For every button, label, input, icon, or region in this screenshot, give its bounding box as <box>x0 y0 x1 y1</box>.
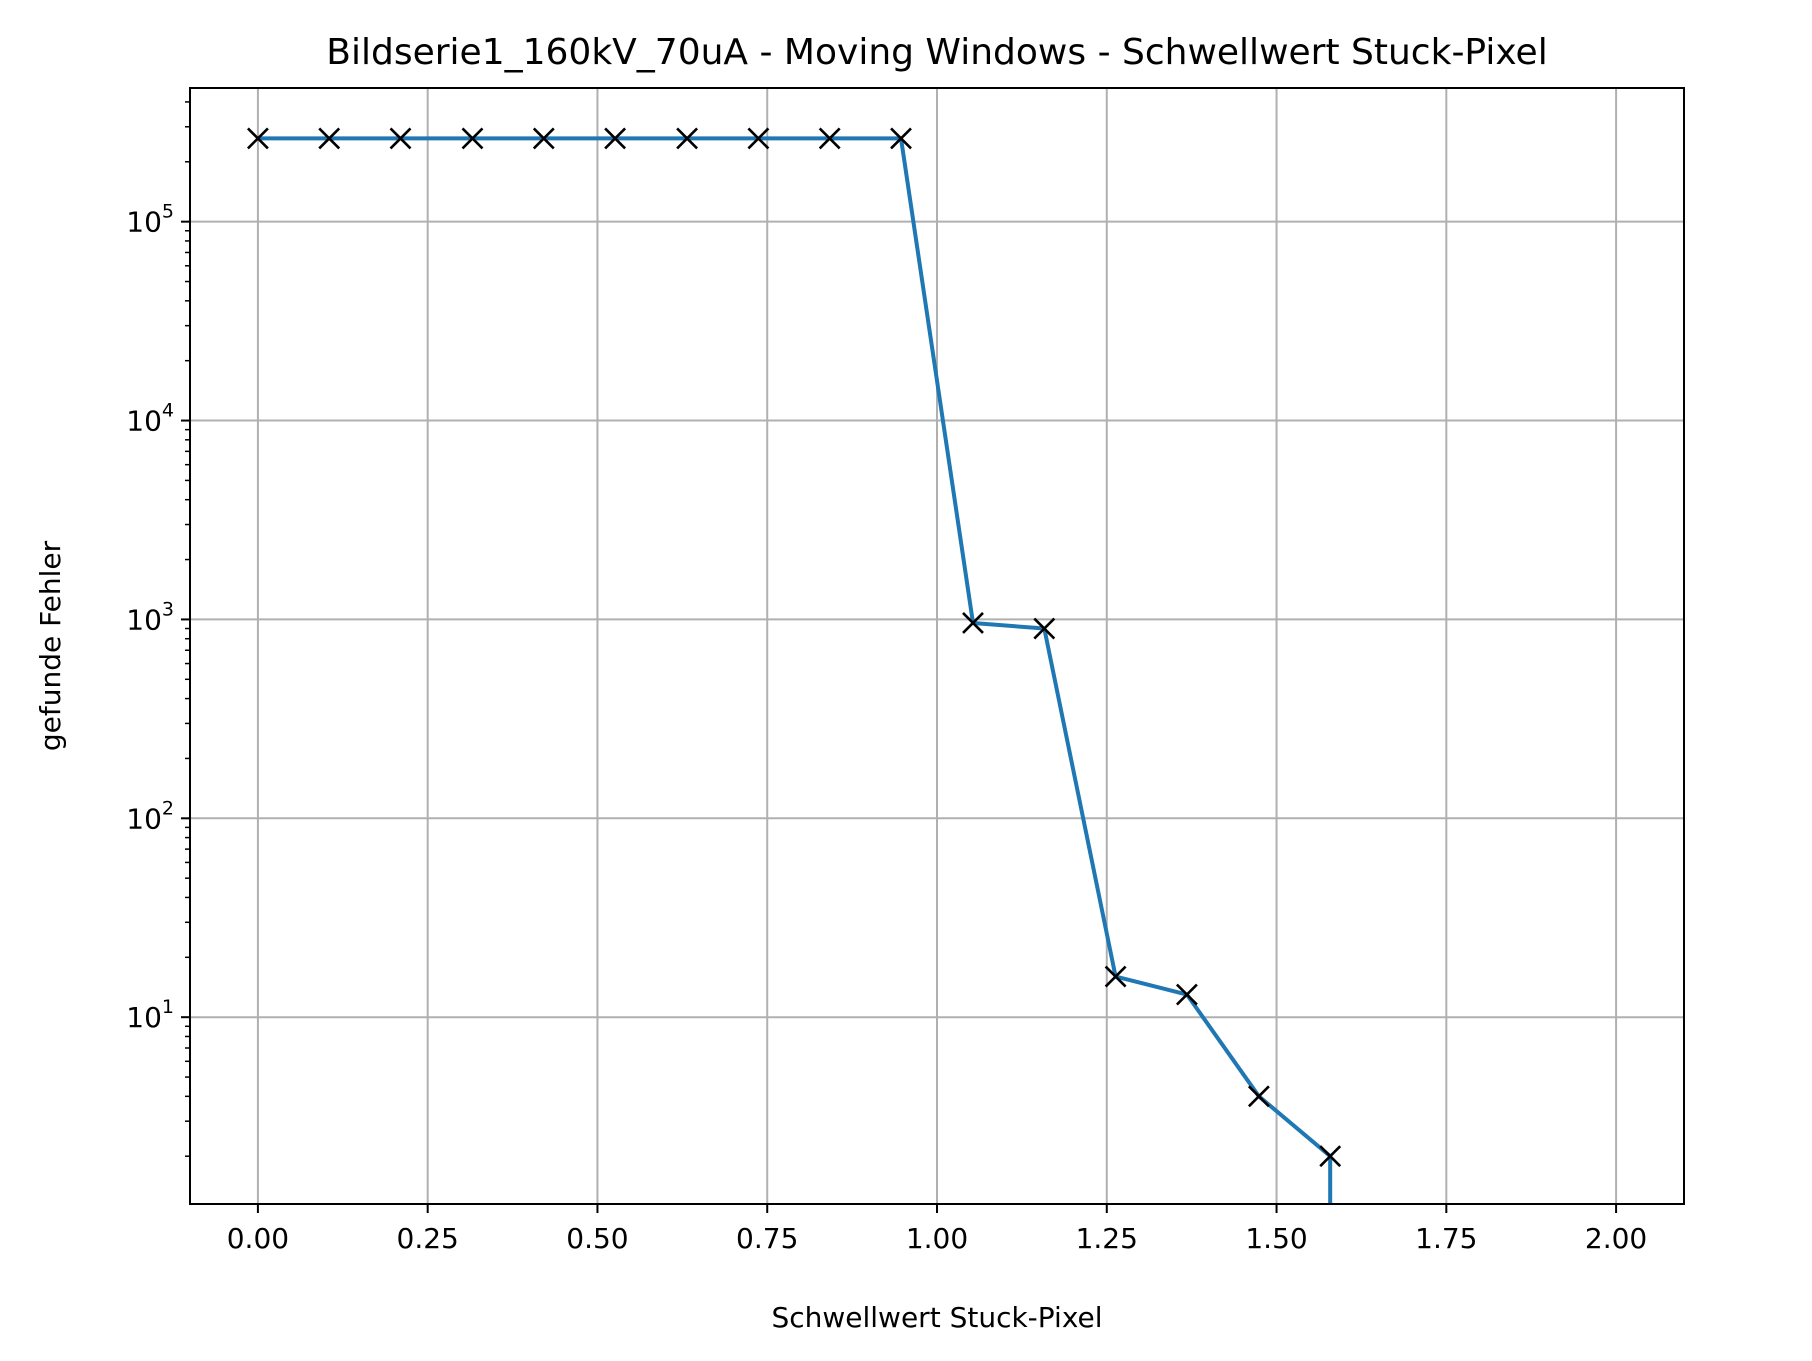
marker-stroke <box>461 127 484 150</box>
x-tick-label: 2.00 <box>1585 1222 1647 1255</box>
data-point-marker <box>1033 617 1056 640</box>
marker-stroke <box>1175 983 1198 1006</box>
data-point-marker <box>962 612 984 634</box>
data-point-marker <box>461 127 484 150</box>
data-point-marker <box>246 127 269 150</box>
marker-stroke <box>1033 617 1056 640</box>
grid <box>190 88 1684 1204</box>
data-point-marker <box>532 127 555 150</box>
marker-stroke <box>1247 1085 1270 1108</box>
x-tick-label: 1.75 <box>1415 1222 1477 1255</box>
plot-frame <box>189 87 1685 1205</box>
marker-stroke <box>389 127 412 150</box>
marker-stroke <box>676 127 699 150</box>
x-axis-label: Schwellwert Stuck-Pixel <box>771 1301 1102 1334</box>
x-tick-label: 1.25 <box>1076 1222 1138 1255</box>
y-tick-label: 105 <box>126 201 174 239</box>
x-tick-label: 1.00 <box>906 1222 968 1255</box>
y-ticks: 101 102 103 104 105 <box>126 201 190 1034</box>
data-point-marker <box>676 127 699 150</box>
marker-stroke <box>747 127 770 150</box>
marker-stroke <box>604 127 627 150</box>
marker-stroke <box>1319 1145 1342 1168</box>
y-tick-label: 104 <box>126 400 174 438</box>
chart-title: Bildserie1_160kV_70uA - Moving Windows -… <box>326 32 1547 73</box>
x-tick-label: 0.25 <box>397 1222 459 1255</box>
marker-stroke <box>962 612 984 634</box>
y-axis-label: gefunde Fehler <box>34 540 67 751</box>
x-tick-label: 0.00 <box>227 1222 289 1255</box>
x-tick-label: 1.50 <box>1245 1222 1307 1255</box>
marker-stroke <box>532 127 555 150</box>
data-point-marker <box>604 127 627 150</box>
data-point-marker <box>1104 965 1127 988</box>
y-tick-label: 103 <box>126 598 174 636</box>
marker-stroke <box>890 127 912 150</box>
data-point-marker <box>747 127 770 150</box>
data-point-marker <box>890 127 912 150</box>
y-tick-label: 101 <box>126 996 174 1034</box>
data-point-marker <box>1319 1145 1342 1168</box>
y-tick-label: 102 <box>126 797 174 835</box>
x-tick-label: 0.75 <box>736 1222 798 1255</box>
series <box>246 127 1342 1204</box>
marker-stroke <box>246 127 269 150</box>
marker-stroke <box>1104 965 1127 988</box>
x-tick-label: 0.50 <box>566 1222 628 1255</box>
data-point-marker <box>818 127 841 150</box>
data-point-marker <box>389 127 412 150</box>
x-ticks: 0.00 0.25 0.50 0.75 1.00 1.25 1.50 1.75 2.00 <box>227 1204 1647 1255</box>
data-point-marker <box>1247 1085 1270 1108</box>
data-point-marker <box>318 127 341 150</box>
marker-stroke <box>318 127 341 150</box>
data-point-marker <box>1175 983 1198 1006</box>
marker-stroke <box>818 127 841 150</box>
